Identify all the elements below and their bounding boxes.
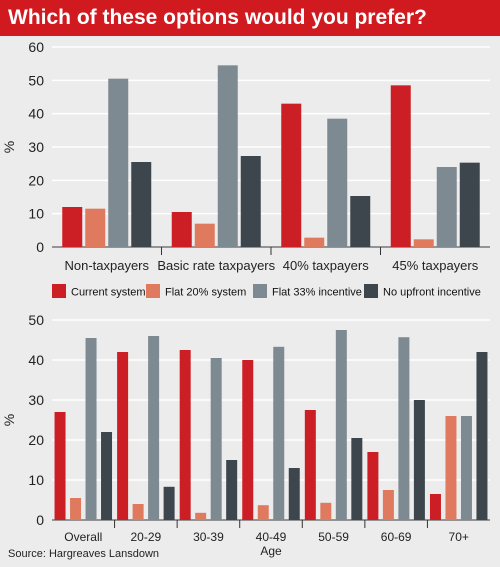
bar bbox=[382, 490, 394, 520]
bar bbox=[54, 412, 66, 520]
bar bbox=[429, 494, 441, 520]
y-tick-label: 20 bbox=[28, 172, 44, 188]
y-tick-label: 0 bbox=[36, 239, 44, 255]
x-axis-label: Age bbox=[260, 544, 282, 558]
bar bbox=[163, 486, 175, 520]
bar bbox=[117, 352, 129, 520]
legend-label: Flat 33% incentive bbox=[272, 287, 362, 299]
bar bbox=[413, 239, 434, 247]
bar bbox=[194, 223, 215, 247]
x-tick-label: 60-69 bbox=[381, 530, 412, 544]
chart-title: Which of these options would you prefer? bbox=[0, 0, 500, 36]
bar bbox=[108, 78, 129, 248]
y-tick-label: 50 bbox=[28, 312, 44, 328]
x-tick-label: Basic rate taxpayers bbox=[157, 258, 275, 273]
bar bbox=[226, 460, 238, 520]
x-tick-label: 30-39 bbox=[193, 530, 224, 544]
x-tick-label: 20-29 bbox=[131, 530, 162, 544]
legend-swatch bbox=[146, 284, 160, 298]
bar bbox=[335, 330, 347, 520]
x-tick-label: Non-taxpayers bbox=[64, 258, 149, 273]
y-tick-label: 0 bbox=[36, 512, 44, 528]
bar bbox=[304, 410, 316, 520]
bar bbox=[131, 162, 152, 247]
x-tick-label: 70+ bbox=[449, 530, 469, 544]
legend-label: No upfront incentive bbox=[383, 287, 481, 299]
bar bbox=[101, 432, 113, 520]
y-axis-label: % bbox=[1, 414, 17, 426]
bar bbox=[459, 162, 480, 247]
y-tick-label: 40 bbox=[28, 352, 44, 368]
legend-swatch bbox=[253, 284, 267, 298]
bar bbox=[85, 208, 106, 247]
bar bbox=[70, 498, 82, 520]
y-tick-label: 40 bbox=[28, 106, 44, 122]
y-tick-label: 20 bbox=[28, 432, 44, 448]
bar bbox=[132, 504, 144, 520]
bar bbox=[476, 352, 488, 520]
bar bbox=[351, 438, 363, 520]
y-tick-label: 10 bbox=[28, 206, 44, 222]
bar bbox=[210, 358, 222, 520]
bar bbox=[350, 196, 371, 247]
bar bbox=[413, 400, 425, 520]
bar bbox=[179, 350, 191, 520]
y-tick-label: 10 bbox=[28, 472, 44, 488]
bar bbox=[445, 416, 457, 520]
y-tick-label: 60 bbox=[28, 39, 44, 55]
x-tick-label: 45% taxpayers bbox=[392, 258, 478, 273]
x-tick-label: Overall bbox=[64, 530, 102, 544]
bar bbox=[327, 118, 348, 248]
bar bbox=[273, 346, 285, 520]
x-tick-label: 50-59 bbox=[318, 530, 349, 544]
bar bbox=[436, 167, 457, 247]
bar bbox=[320, 502, 332, 520]
legend-swatch bbox=[364, 284, 378, 298]
bar bbox=[148, 336, 160, 520]
y-axis-label: % bbox=[1, 141, 17, 153]
bar bbox=[398, 337, 410, 520]
bar bbox=[85, 338, 97, 520]
x-tick-label: 40-49 bbox=[256, 530, 287, 544]
source-note: Source: Hargreaves Lansdown bbox=[8, 548, 160, 560]
y-tick-label: 30 bbox=[28, 392, 44, 408]
bar bbox=[217, 65, 238, 247]
legend-label: Current system bbox=[71, 287, 146, 299]
bar bbox=[257, 505, 269, 520]
bar bbox=[281, 103, 302, 248]
bar bbox=[195, 512, 207, 520]
y-tick-label: 50 bbox=[28, 72, 44, 88]
bar bbox=[62, 207, 83, 247]
x-tick-label: 40% taxpayers bbox=[283, 258, 369, 273]
bar bbox=[367, 452, 379, 520]
bar bbox=[390, 85, 411, 247]
bar bbox=[288, 468, 300, 520]
bar bbox=[460, 416, 472, 520]
bar bbox=[171, 212, 192, 247]
bar bbox=[304, 237, 325, 247]
bar bbox=[240, 156, 261, 247]
legend-label: Flat 20% system bbox=[165, 287, 246, 299]
y-tick-label: 30 bbox=[28, 139, 44, 155]
legend-swatch bbox=[52, 284, 66, 298]
bar bbox=[242, 360, 254, 520]
